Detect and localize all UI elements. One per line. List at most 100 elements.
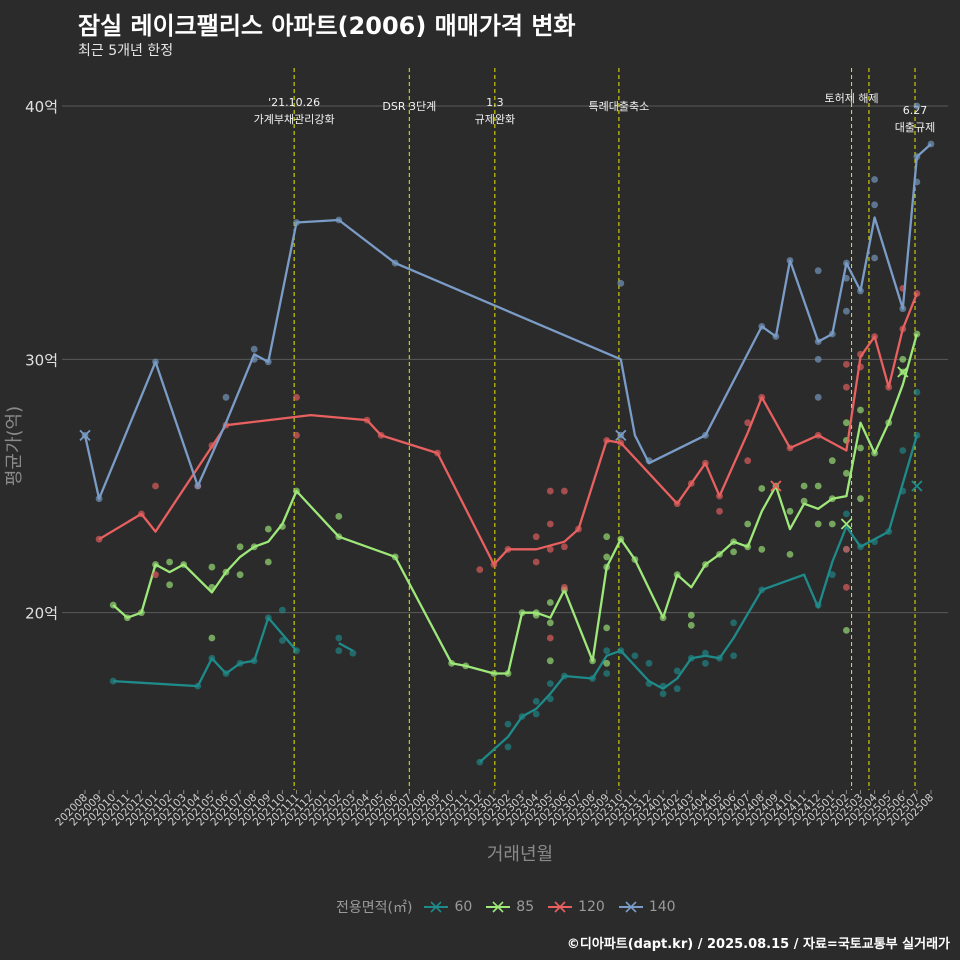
series-85-point	[857, 406, 864, 414]
event-label: 6.27	[903, 104, 928, 117]
series-60-point	[236, 659, 244, 667]
series-85-point	[250, 543, 258, 551]
series-60-point	[561, 672, 568, 680]
series-120-point	[546, 487, 554, 495]
event-label: 규제완화	[475, 113, 515, 126]
series-85-point	[913, 330, 921, 338]
series-85-point	[673, 571, 681, 579]
series-120-point	[744, 457, 752, 465]
series-60-point	[518, 713, 526, 720]
series-85-point	[264, 558, 272, 566]
series-120-point	[885, 383, 893, 391]
series-85-point	[518, 609, 526, 617]
series-85-point	[222, 568, 230, 576]
series-120-point	[871, 333, 878, 340]
series-60-point	[814, 601, 822, 609]
y-tick-label: 20억	[25, 605, 58, 623]
series-85-line	[112, 333, 919, 675]
series-85-point	[462, 662, 470, 670]
legend-key-60	[424, 901, 449, 913]
series-140-point	[913, 178, 921, 186]
series-140-point	[786, 257, 794, 264]
series-140-point	[871, 201, 878, 209]
series-120-point	[208, 442, 216, 449]
series-85-point	[687, 621, 695, 629]
series-85-point	[208, 583, 216, 591]
series-60-point	[504, 743, 512, 751]
series-85-point	[730, 538, 737, 546]
series-60-point	[603, 670, 611, 677]
series-85-point	[293, 487, 300, 495]
series-120-point	[138, 510, 145, 518]
legend-label-85: 85	[516, 899, 535, 915]
series-85-point	[899, 355, 907, 363]
series-60-point	[673, 667, 681, 675]
series-140-point	[152, 358, 159, 366]
series-140-point	[913, 102, 921, 110]
series-60-point	[546, 680, 554, 687]
series-85-point	[843, 419, 850, 427]
event-label: 특례대출축소	[589, 100, 650, 113]
chart-title: 잠실 레이크팰리스 아파트(2006) 매매가격 변화	[78, 12, 576, 40]
series-120-point	[293, 393, 300, 401]
chart-subtitle: 최근 5개년 한정	[78, 43, 174, 59]
series-85-point	[702, 561, 709, 568]
series-120-point	[617, 439, 625, 447]
series-140-point	[250, 345, 258, 353]
series-60-point	[279, 637, 286, 644]
series-120-point	[363, 416, 371, 424]
legend-items: 60 85 120 140	[424, 899, 689, 915]
series-120-line	[98, 293, 918, 566]
series-85-point	[828, 495, 836, 503]
series-85-point	[546, 619, 554, 627]
series-60-point	[687, 654, 695, 662]
y-tick-label: 30억	[25, 351, 58, 369]
series-85-point	[589, 657, 596, 665]
series-60-point	[109, 677, 117, 685]
series-140-point	[772, 333, 780, 340]
series-140-x-mark	[79, 429, 91, 441]
series-120-point	[152, 482, 159, 490]
series-140-point	[843, 307, 850, 315]
series-120-point	[377, 431, 385, 439]
series-140-point	[702, 431, 709, 439]
series-85-point	[744, 520, 752, 528]
series-140-point	[871, 254, 878, 262]
series-60-point	[702, 649, 709, 657]
series-140-point	[264, 358, 272, 366]
series-140-point	[843, 274, 850, 282]
series-85-point	[786, 507, 794, 515]
series-60-point	[504, 720, 512, 728]
series-85-point	[603, 553, 611, 561]
event-label: DSR 3단계	[382, 100, 436, 113]
series-60-point	[843, 510, 850, 518]
event-label: 1.3	[486, 96, 504, 109]
series-85-point	[264, 525, 272, 533]
series-60-line	[479, 434, 919, 763]
series-60-point	[532, 697, 540, 705]
series-120-point	[899, 325, 907, 333]
series-60-point	[476, 758, 484, 766]
series-60-point	[730, 652, 737, 660]
series-120-point	[476, 566, 484, 573]
series-60-point	[730, 619, 737, 627]
event-label: 토허제 해제	[825, 91, 879, 105]
series-60-point	[659, 682, 667, 690]
series-120-point	[843, 545, 850, 553]
series-120-point	[575, 525, 582, 533]
series-85-point	[166, 558, 174, 566]
series-140-point	[843, 259, 850, 267]
event-label: '21.10.26	[268, 96, 320, 109]
series-85-point	[687, 611, 695, 619]
series-140-point	[899, 305, 907, 313]
series-60-line	[113, 616, 298, 688]
series-85-point	[800, 497, 808, 505]
series-85-point	[871, 449, 878, 457]
legend-key-85	[486, 901, 511, 913]
series-140-point	[927, 140, 935, 148]
series-85-point	[800, 482, 808, 490]
series-120-point	[843, 361, 850, 368]
series-60-point	[546, 695, 554, 703]
y-tick-label: 40억	[25, 98, 58, 116]
series-85-point	[208, 634, 216, 642]
